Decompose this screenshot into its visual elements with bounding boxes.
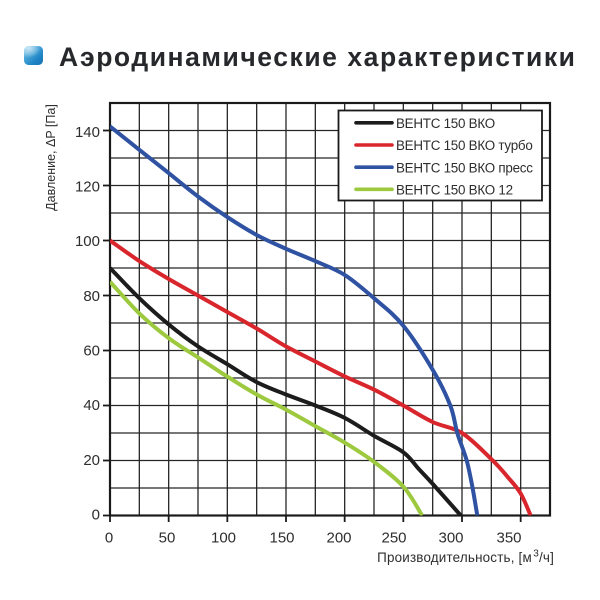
svg-text:300: 300 [438,530,463,547]
svg-text:Давление, ΔP [Па]: Давление, ΔP [Па] [44,104,58,211]
svg-text:40: 40 [83,397,100,414]
svg-text:150: 150 [269,530,294,547]
svg-text:ВЕНТС 150 ВКО турбо: ВЕНТС 150 ВКО турбо [396,138,533,153]
svg-text:250: 250 [381,530,406,547]
svg-text:100: 100 [211,530,236,547]
svg-text:60: 60 [83,343,100,360]
svg-text:ВЕНТС 150 ВКО: ВЕНТС 150 ВКО [396,116,495,131]
svg-text:0: 0 [92,507,100,524]
svg-text:ВЕНТС 150 ВКО пресс: ВЕНТС 150 ВКО пресс [396,160,533,175]
svg-text:Производительность, [м 3/ч]: Производительность, [м 3/ч] [377,549,554,566]
svg-text:ВЕНТС 150 ВКО 12: ВЕНТС 150 ВКО 12 [396,183,513,198]
svg-text:140: 140 [75,124,100,141]
svg-text:350: 350 [496,530,521,547]
svg-text:100: 100 [75,233,100,250]
svg-text:120: 120 [75,179,100,196]
svg-text:0: 0 [105,530,113,547]
svg-text:200: 200 [326,530,351,547]
svg-text:50: 50 [159,530,176,547]
svg-text:80: 80 [83,288,100,305]
svg-text:20: 20 [83,452,100,469]
